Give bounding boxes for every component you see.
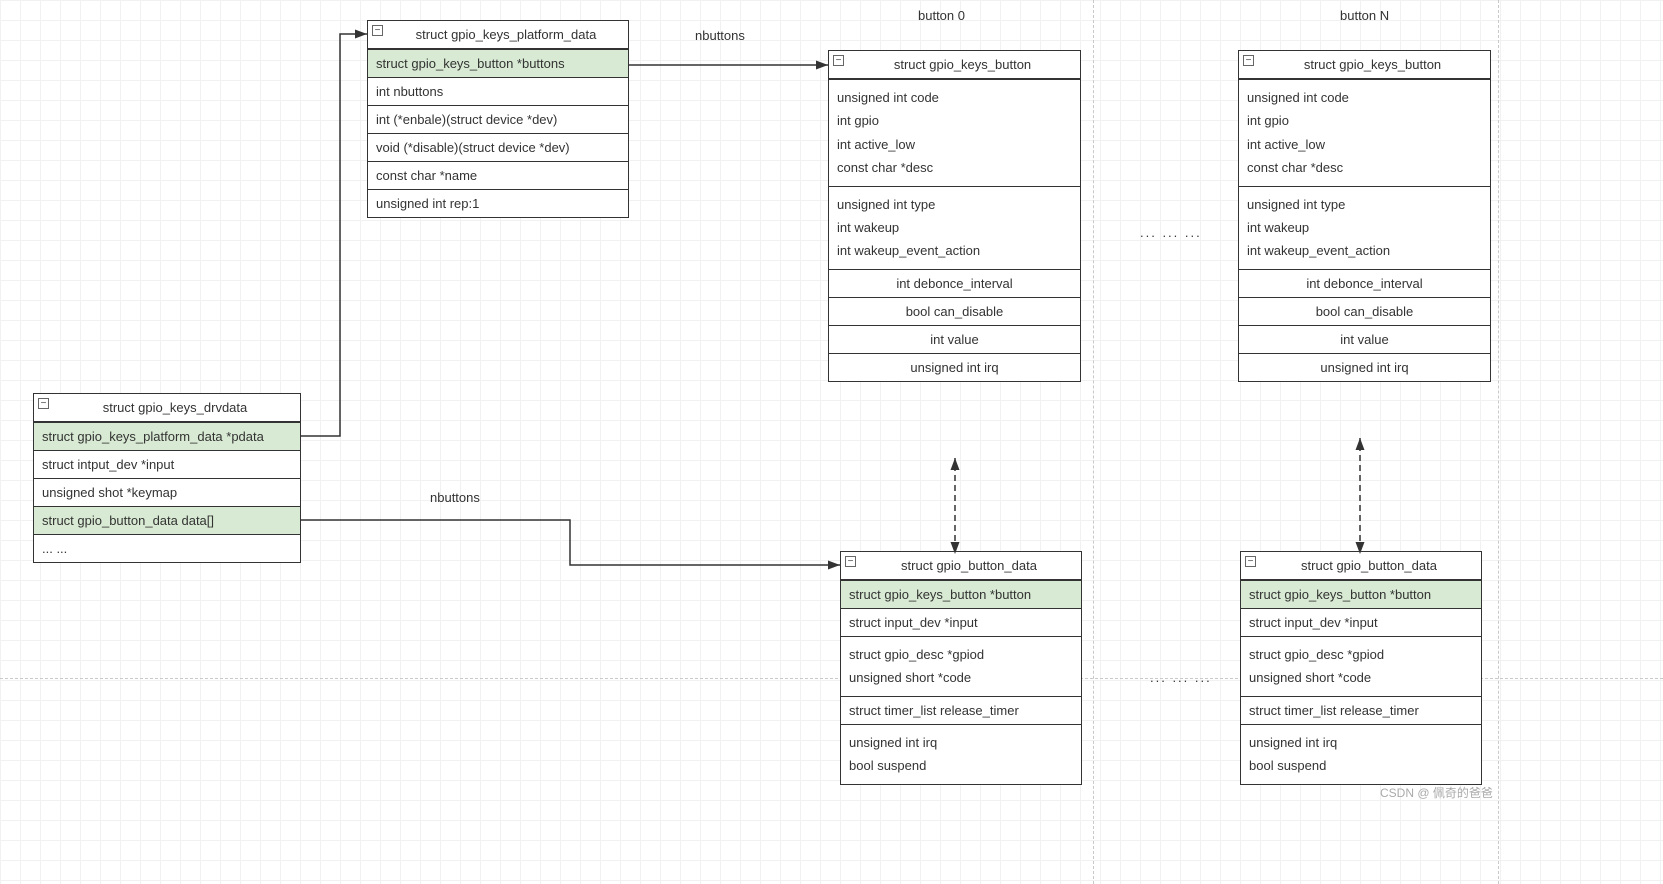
struct-field: unsigned int typeint wakeupint wakeup_ev… — [829, 186, 1080, 269]
struct-field: struct timer_list release_timer — [1241, 696, 1481, 724]
struct-field: struct input_dev *input — [841, 608, 1081, 636]
struct-field: bool can_disable — [829, 297, 1080, 325]
struct-bdataN: − struct gpio_button_datastruct gpio_keys… — [1240, 551, 1482, 785]
struct-title: − struct gpio_keys_platform_data — [368, 21, 628, 50]
struct-title-text: struct gpio_keys_platform_data — [416, 27, 597, 42]
struct-field: int value — [829, 325, 1080, 353]
label-buttonN: button N — [1340, 8, 1389, 23]
struct-field: struct gpio_keys_button *buttons — [368, 50, 628, 77]
struct-field: unsigned shot *keymap — [34, 478, 300, 506]
struct-title-text: struct gpio_button_data — [901, 558, 1037, 573]
struct-field: struct gpio_button_data data[] — [34, 506, 300, 534]
edge-drvdata-to-pdata — [301, 34, 367, 436]
struct-field: int nbuttons — [368, 77, 628, 105]
label-button0: button 0 — [918, 8, 965, 23]
struct-field: unsigned int irqbool suspend — [841, 724, 1081, 784]
struct-field: int debonce_interval — [1239, 269, 1490, 297]
ellipsis-top: ... ... ... — [1140, 225, 1202, 240]
edge-drvdata-to-bdata0 — [301, 520, 840, 565]
struct-title: − struct gpio_keys_drvdata — [34, 394, 300, 423]
struct-field: unsigned int irq — [1239, 353, 1490, 381]
struct-field: struct gpio_keys_platform_data *pdata — [34, 423, 300, 450]
struct-field: void (*disable)(struct device *dev) — [368, 133, 628, 161]
struct-field: int value — [1239, 325, 1490, 353]
struct-field: unsigned int irqbool suspend — [1241, 724, 1481, 784]
collapse-icon[interactable]: − — [372, 25, 383, 36]
struct-field: unsigned int irq — [829, 353, 1080, 381]
struct-field: const char *name — [368, 161, 628, 189]
struct-field: struct gpio_desc *gpiodunsigned short *c… — [1241, 636, 1481, 696]
struct-title: − struct gpio_keys_button — [1239, 51, 1490, 80]
struct-field: struct gpio_desc *gpiodunsigned short *c… — [841, 636, 1081, 696]
struct-pdata: − struct gpio_keys_platform_datastruct gp… — [367, 20, 629, 218]
collapse-icon[interactable]: − — [833, 55, 844, 66]
struct-drvdata: − struct gpio_keys_drvdatastruct gpio_key… — [33, 393, 301, 563]
struct-field: int (*enbale)(struct device *dev) — [368, 105, 628, 133]
struct-btn0: − struct gpio_keys_button unsigned int cod… — [828, 50, 1081, 382]
watermark: CSDN @ 佩奇的爸爸 — [1380, 784, 1493, 801]
diagram-canvas: button 0 button N nbuttons nbuttons ... … — [0, 0, 1663, 884]
struct-title: − struct gpio_keys_button — [829, 51, 1080, 80]
struct-title: − struct gpio_button_data — [841, 552, 1081, 581]
struct-field: struct timer_list release_timer — [841, 696, 1081, 724]
label-nbuttons-bottom: nbuttons — [430, 490, 480, 505]
struct-field: int debonce_interval — [829, 269, 1080, 297]
collapse-icon[interactable]: − — [1243, 55, 1254, 66]
struct-field: struct input_dev *input — [1241, 608, 1481, 636]
struct-title-text: struct gpio_button_data — [1301, 558, 1437, 573]
struct-title-text: struct gpio_keys_button — [894, 57, 1031, 72]
struct-title: − struct gpio_button_data — [1241, 552, 1481, 581]
struct-title-text: struct gpio_keys_button — [1304, 57, 1441, 72]
struct-field: struct gpio_keys_button *button — [841, 581, 1081, 608]
collapse-icon[interactable]: − — [845, 556, 856, 567]
struct-bdata0: − struct gpio_button_datastruct gpio_keys… — [840, 551, 1082, 785]
collapse-icon[interactable]: − — [1245, 556, 1256, 567]
struct-field: unsigned int rep:1 — [368, 189, 628, 217]
struct-btnN: − struct gpio_keys_button unsigned int cod… — [1238, 50, 1491, 382]
struct-field: struct gpio_keys_button *button — [1241, 581, 1481, 608]
ellipsis-bottom: ... ... ... — [1150, 670, 1212, 685]
vertical-guide-2 — [1498, 0, 1499, 884]
struct-field: struct intput_dev *input — [34, 450, 300, 478]
label-nbuttons-top: nbuttons — [695, 28, 745, 43]
struct-field: unsigned int typeint wakeupint wakeup_ev… — [1239, 186, 1490, 269]
struct-field: bool can_disable — [1239, 297, 1490, 325]
struct-title-text: struct gpio_keys_drvdata — [103, 400, 248, 415]
struct-field: unsigned int codeint gpioint active_lowc… — [1239, 80, 1490, 186]
struct-field: ... ... — [34, 534, 300, 562]
struct-field: unsigned int codeint gpioint active_lowc… — [829, 80, 1080, 186]
collapse-icon[interactable]: − — [38, 398, 49, 409]
vertical-guide-1 — [1093, 0, 1094, 884]
